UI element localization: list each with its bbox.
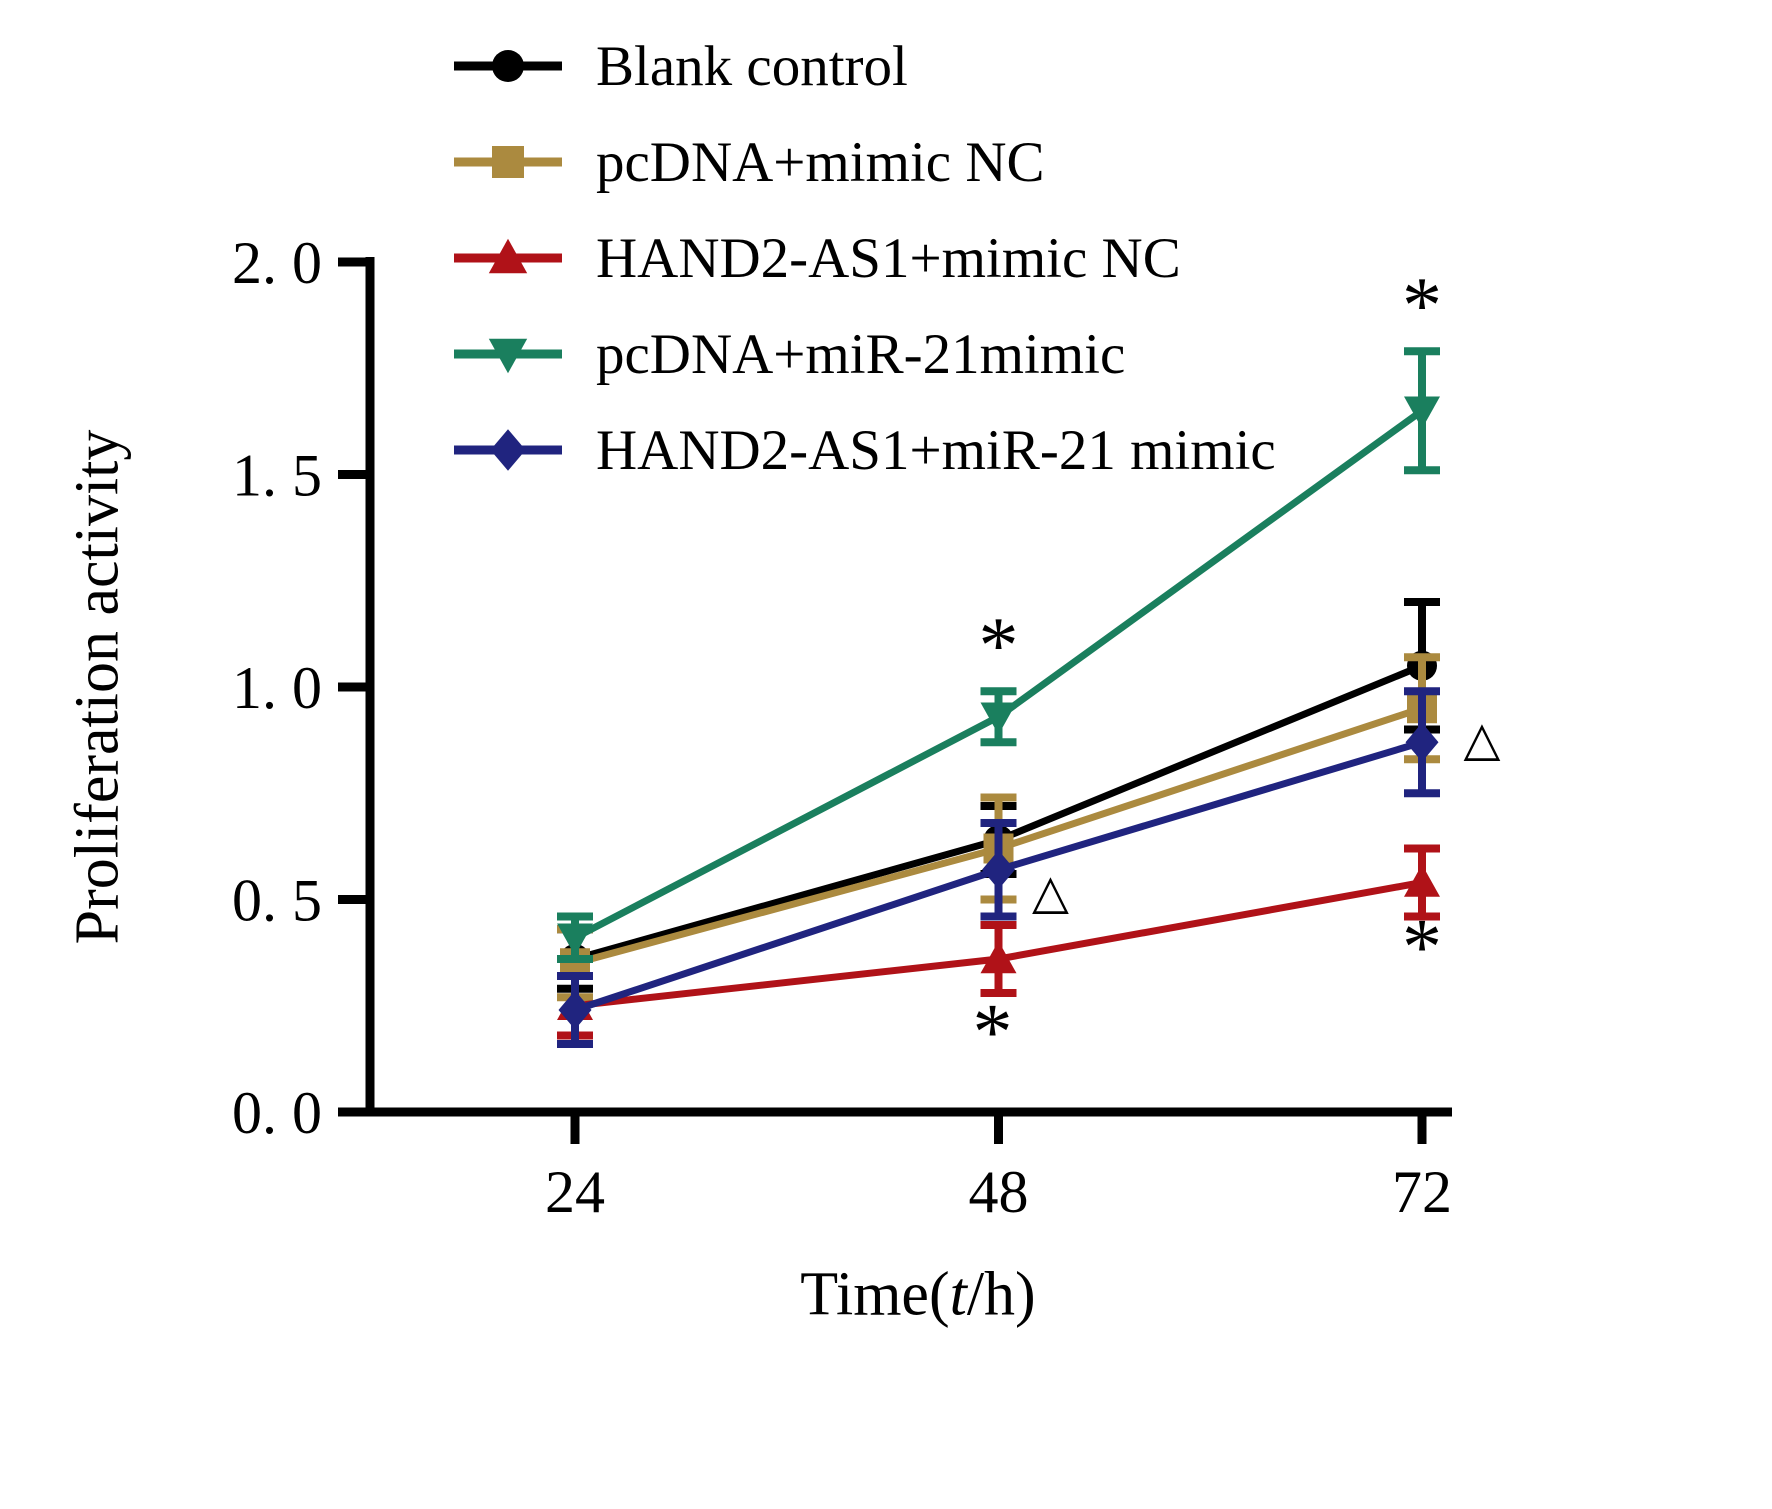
svg-text:2. 0: 2. 0	[232, 230, 322, 296]
x-axis-title: Time(t/h)	[800, 1260, 1035, 1331]
svg-text:*: *	[1402, 904, 1442, 992]
svg-text:72: 72	[1392, 1159, 1452, 1225]
svg-text:0. 0: 0. 0	[232, 1080, 322, 1146]
x-axis-title-variable: t	[949, 1260, 967, 1329]
series-hand2-as1-mir-21-mimic	[557, 687, 1440, 1048]
svg-text:1. 5: 1. 5	[232, 443, 322, 509]
y-axis-title: Proliferation activity	[63, 429, 132, 945]
series-pcdna-mir-21mimic	[557, 347, 1440, 963]
svg-text:48: 48	[969, 1159, 1029, 1225]
legend-item: pcDNA+miR-21mimic	[452, 318, 1276, 390]
svg-text:0. 5: 0. 5	[232, 868, 322, 934]
x-axis-title-suffix: /h)	[966, 1260, 1036, 1329]
legend-item: HAND2-AS1+miR-21 mimic	[452, 414, 1276, 486]
legend-label: pcDNA+miR-21mimic	[596, 322, 1126, 386]
legend-label: Blank control	[596, 34, 908, 98]
legend-marker-triangle-up-icon	[454, 238, 562, 274]
svg-text:*: *	[979, 602, 1019, 690]
legend-marker-square-icon	[454, 146, 562, 178]
x-axis-title-prefix: Time(	[800, 1260, 950, 1329]
svg-text:1. 0: 1. 0	[232, 655, 322, 721]
legend-label: pcDNA+mimic NC	[596, 130, 1045, 194]
legend-marker-diamond-icon	[454, 429, 562, 471]
legend-label: HAND2-AS1+mimic NC	[596, 226, 1181, 290]
svg-text:△: △	[1464, 713, 1501, 766]
legend: Blank control pcDNA+mimic NC HAND2-AS1+mim…	[452, 30, 1276, 486]
svg-text:24: 24	[545, 1159, 605, 1225]
svg-text:*: *	[1402, 262, 1442, 350]
svg-text:*: *	[973, 989, 1013, 1077]
legend-label: HAND2-AS1+miR-21 mimic	[596, 418, 1276, 482]
annotations: * * * * △ △	[973, 262, 1501, 1077]
svg-text:△: △	[1032, 866, 1069, 919]
legend-marker-triangle-down-icon	[454, 338, 562, 374]
axes: 0. 0 0. 5 1. 0 1. 5 2. 0 24 48 72	[232, 230, 1452, 1225]
legend-marker-circle-icon	[454, 50, 562, 82]
legend-item: Blank control	[452, 30, 1276, 102]
legend-item: HAND2-AS1+mimic NC	[452, 222, 1276, 294]
legend-item: pcDNA+mimic NC	[452, 126, 1276, 198]
